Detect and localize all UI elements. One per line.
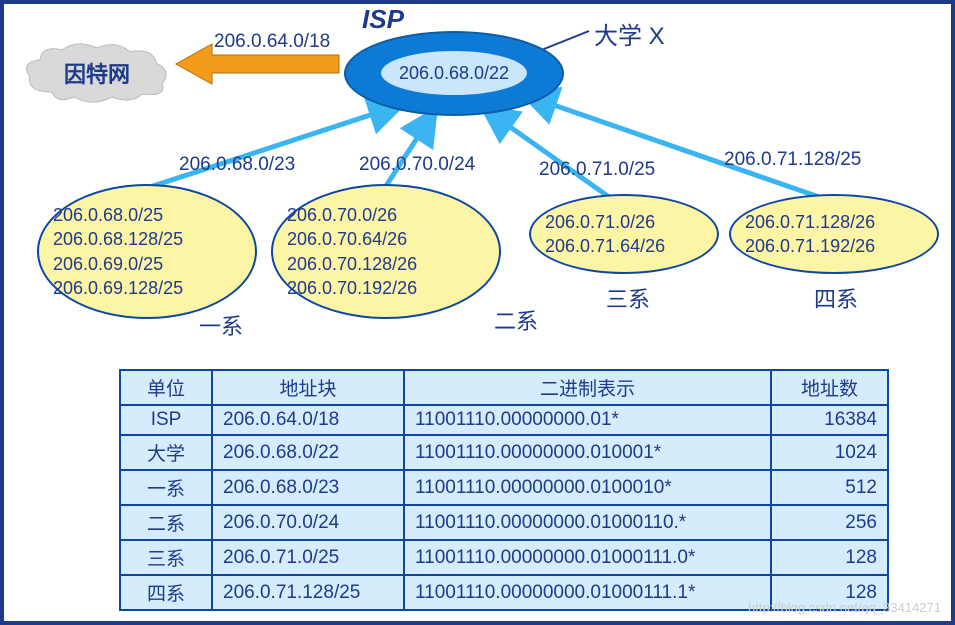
dept-ellipse: 206.0.70.0/26206.0.70.64/26206.0.70.128/… — [271, 184, 501, 319]
isp-title: ISP — [362, 4, 404, 35]
table-cell: 206.0.71.128/25 — [212, 575, 404, 610]
table-cell: 一系 — [120, 470, 212, 505]
table-cell: 206.0.71.0/25 — [212, 540, 404, 575]
subnet-entry: 206.0.70.128/26 — [287, 252, 417, 276]
dept-link-label: 206.0.70.0/24 — [359, 154, 475, 176]
table-cell: 206.0.68.0/23 — [212, 470, 404, 505]
table-cell: 三系 — [120, 540, 212, 575]
dept-ellipse: 206.0.71.0/26206.0.71.64/26 — [529, 194, 719, 274]
subnet-entry: 206.0.70.192/26 — [287, 276, 417, 300]
university-label: 大学 X — [594, 16, 665, 51]
table-header: 地址块 — [212, 370, 404, 405]
internet-label: 因特网 — [64, 57, 130, 89]
subnet-entry: 206.0.69.128/25 — [53, 276, 183, 300]
table-cell: 11001110.00000000.01000110.* — [404, 505, 771, 540]
table-header: 单位 — [120, 370, 212, 405]
internet-cloud: 因特网 — [22, 42, 172, 104]
dept-link-label: 206.0.71.0/25 — [539, 159, 655, 181]
table-cell: 11001110.00000000.010001* — [404, 435, 771, 470]
subnet-entry: 206.0.71.192/26 — [745, 234, 875, 258]
isp-block-text: 206.0.68.0/22 — [399, 63, 509, 84]
table-cell: 512 — [771, 470, 888, 505]
watermark: http://blog.csdn.net/qq_33414271 — [748, 600, 941, 615]
table-row: 一系206.0.68.0/2311001110.00000000.0100010… — [120, 470, 888, 505]
dept-name-label: 一系 — [199, 309, 243, 341]
table-row: ISP206.0.64.0/1811001110.00000000.01*163… — [120, 405, 888, 435]
table-cell: 11001110.00000000.01* — [404, 405, 771, 435]
isp-inner-ellipse: 206.0.68.0/22 — [379, 49, 529, 97]
table-cell: 256 — [771, 505, 888, 540]
dept-name-label: 三系 — [606, 282, 650, 314]
table-cell: 四系 — [120, 575, 212, 610]
table-cell: ISP — [120, 405, 212, 435]
address-table: 单位地址块二进制表示地址数ISP206.0.64.0/1811001110.00… — [119, 369, 889, 611]
table-cell: 11001110.00000000.01000111.0* — [404, 540, 771, 575]
diagram-canvas: 因特网 206.0.68.0/22 ISP 大学 X 206.0.64.0/18… — [0, 0, 955, 625]
subnet-entry: 206.0.69.0/25 — [53, 252, 183, 276]
table-cell: 11001110.00000000.0100010* — [404, 470, 771, 505]
table-row: 三系206.0.71.0/2511001110.00000000.0100011… — [120, 540, 888, 575]
dept-ellipse: 206.0.68.0/25206.0.68.128/25206.0.69.0/2… — [37, 184, 257, 319]
table-cell: 16384 — [771, 405, 888, 435]
dept-name-label: 二系 — [494, 304, 538, 336]
isp-internet-link-label: 206.0.64.0/18 — [214, 31, 330, 53]
table-cell: 11001110.00000000.01000111.1* — [404, 575, 771, 610]
subnet-entry: 206.0.71.128/26 — [745, 210, 875, 234]
table-cell: 206.0.68.0/22 — [212, 435, 404, 470]
table-cell: 206.0.64.0/18 — [212, 405, 404, 435]
table-cell: 1024 — [771, 435, 888, 470]
table-cell: 206.0.70.0/24 — [212, 505, 404, 540]
subnet-entry: 206.0.70.0/26 — [287, 203, 417, 227]
dept-link-label: 206.0.68.0/23 — [179, 154, 295, 176]
subnet-entry: 206.0.70.64/26 — [287, 227, 417, 251]
dept-link-label: 206.0.71.128/25 — [724, 149, 861, 171]
dept-ellipse: 206.0.71.128/26206.0.71.192/26 — [729, 194, 939, 274]
subnet-entry: 206.0.68.128/25 — [53, 227, 183, 251]
table-cell: 大学 — [120, 435, 212, 470]
subnet-entry: 206.0.71.0/26 — [545, 210, 665, 234]
dept-name-label: 四系 — [814, 282, 858, 314]
table-cell: 128 — [771, 540, 888, 575]
table-row: 二系206.0.70.0/2411001110.00000000.0100011… — [120, 505, 888, 540]
subnet-entry: 206.0.71.64/26 — [545, 234, 665, 258]
table-header: 二进制表示 — [404, 370, 771, 405]
table-header: 地址数 — [771, 370, 888, 405]
table-row: 大学206.0.68.0/2211001110.00000000.010001*… — [120, 435, 888, 470]
subnet-entry: 206.0.68.0/25 — [53, 203, 183, 227]
table-cell: 二系 — [120, 505, 212, 540]
